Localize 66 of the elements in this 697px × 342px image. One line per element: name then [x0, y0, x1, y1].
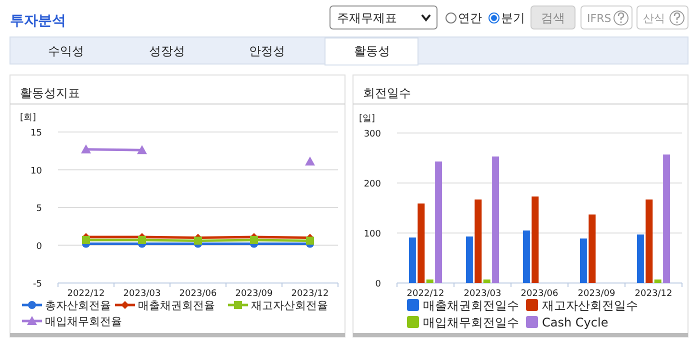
legend-label: 재고자산회전율 — [251, 299, 328, 312]
x-tick-label: 2023/09 — [235, 289, 273, 299]
bar — [663, 154, 670, 283]
bar — [646, 200, 653, 283]
y-tick-label: 5 — [36, 204, 42, 214]
text: 검색 — [541, 11, 565, 25]
point — [138, 236, 146, 244]
x-tick-label: 2023/09 — [578, 289, 616, 299]
bar — [580, 238, 587, 283]
point — [305, 156, 315, 166]
legend-label: 총자산회전율 — [45, 299, 111, 312]
legend-label: 매입채무회전율 — [45, 315, 122, 328]
y-tick-label: 10 — [30, 166, 42, 176]
x-tick-label: 2023/06 — [179, 289, 217, 299]
legend-label: 재고자산회전일수 — [542, 298, 638, 312]
bar — [418, 204, 425, 283]
text: 수익성 — [48, 44, 84, 58]
point — [306, 236, 314, 245]
x-tick-label: 2023/12 — [291, 289, 329, 299]
bar — [492, 156, 500, 283]
text: 투자분석 — [10, 13, 66, 29]
legend-label: Cash Cycle — [542, 316, 608, 330]
bar — [435, 162, 442, 283]
bar — [474, 200, 482, 283]
bar — [588, 214, 596, 283]
chart-title: 회전일수 — [363, 86, 411, 100]
y-tick-label: 15 — [30, 128, 42, 138]
text: 주재무제표 — [337, 11, 397, 25]
point — [250, 236, 258, 244]
y-tick-label: -5 — [33, 280, 42, 290]
text: 성장성 — [149, 44, 185, 58]
y-axis-title: [일] — [359, 114, 376, 124]
point — [82, 236, 90, 244]
legend-label: 매입채무회전일수 — [423, 316, 519, 330]
text: IFRS — [587, 12, 612, 25]
text: 안정성 — [249, 44, 285, 58]
bar — [426, 280, 434, 283]
point — [137, 145, 147, 154]
x-tick-label: 2022/12 — [406, 289, 444, 299]
bar — [532, 196, 539, 283]
text: 활동성 — [354, 44, 390, 58]
bar — [654, 280, 662, 283]
legend-label: 매출채권회전일수 — [423, 298, 519, 312]
y-axis-title: [회] — [20, 113, 36, 123]
x-tick-label: 2022/12 — [67, 289, 105, 299]
text: 산식 — [643, 12, 665, 25]
bar — [483, 280, 490, 283]
text: 분기 — [501, 11, 525, 25]
y-tick-label: 200 — [364, 180, 382, 190]
bar — [408, 238, 416, 283]
y-tick-label: 0 — [36, 242, 42, 252]
x-tick-label: 2023/12 — [634, 289, 672, 299]
point — [81, 144, 91, 154]
x-tick-label: 2023/06 — [520, 289, 558, 299]
text: 연간 — [458, 11, 482, 25]
y-tick-label: 0 — [375, 280, 382, 290]
bar — [636, 234, 644, 283]
bar — [522, 230, 530, 283]
bar — [466, 236, 473, 283]
x-tick-label: 2023/03 — [123, 289, 161, 299]
x-tick-label: 2023/03 — [464, 289, 502, 299]
y-tick-label: 300 — [364, 130, 382, 140]
point — [194, 236, 202, 245]
y-tick-label: 100 — [364, 230, 382, 240]
chart-title: 활동성지표 — [20, 86, 80, 100]
legend-label: 매출채권회전율 — [138, 299, 215, 312]
